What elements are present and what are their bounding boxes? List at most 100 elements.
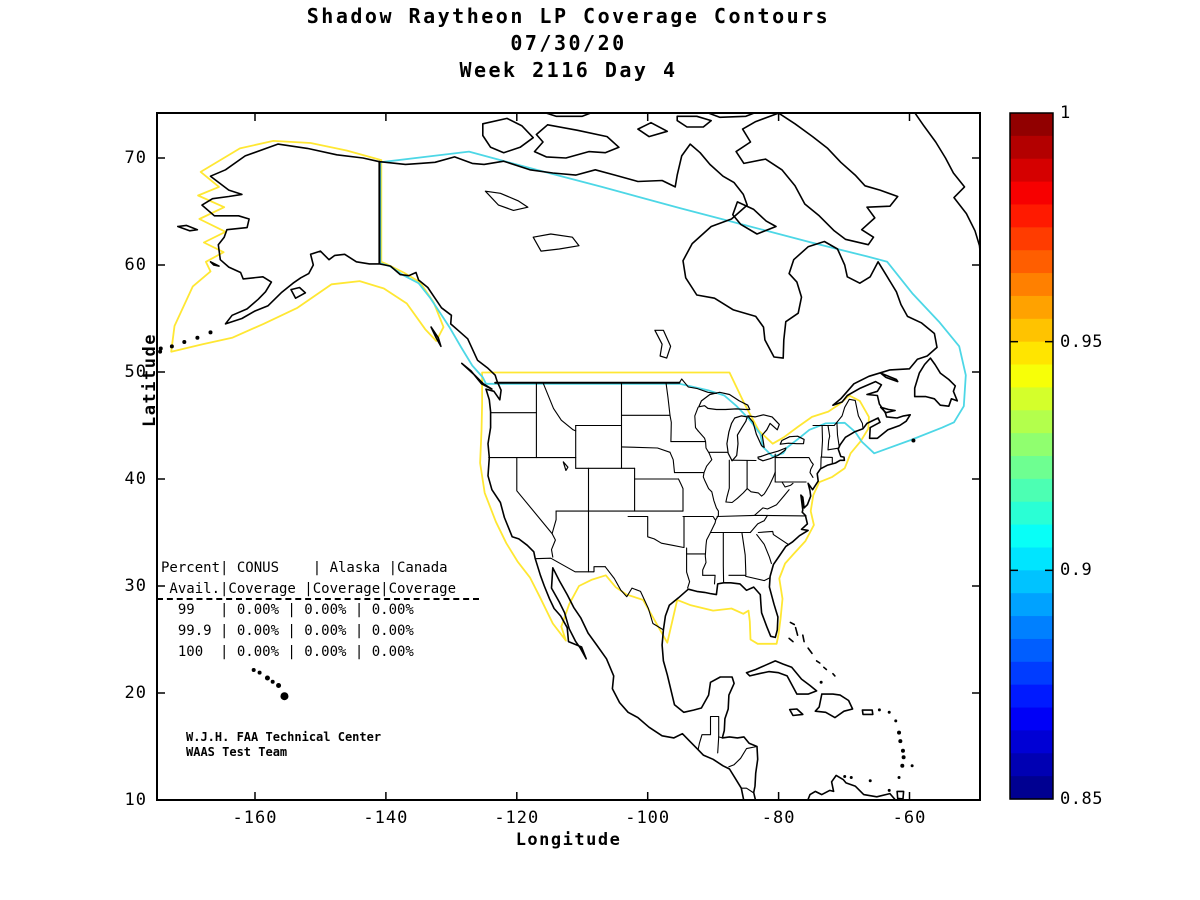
state-nh-me [836,421,840,447]
plot-week-day: Week 2116 Day 4 [459,58,678,82]
lake-ontario [779,435,805,445]
island-anticosti [879,372,899,383]
antilles-island-dot [898,739,903,744]
colorbar-band [1010,776,1053,800]
state-va-nc [753,514,807,517]
state-ma-ct-ri [820,456,833,465]
hawaii-maui-dot [276,683,282,689]
aleutian-island-dot [158,346,163,351]
bahamas-4 [801,634,805,643]
state-ga-sc [756,534,772,565]
colorbar-label-0.85: 0.85 [1060,789,1103,809]
antilles-island-dot [900,763,905,768]
state-tn-nc [749,514,769,534]
river-ohio [725,471,776,504]
colorbar-band [1010,227,1053,251]
curacao-dot [843,774,847,778]
border-honduras-nic [728,745,758,768]
colorbar-label-0.95: 0.95 [1060,331,1103,352]
bahamas-6 [815,660,821,664]
border-nic-cr [740,787,754,794]
colorbar-band [1010,204,1053,228]
colorbar-band [1010,570,1053,594]
south-america-coast [806,774,897,800]
island-pei [879,406,896,414]
antilles-island-dot [910,764,914,768]
y-tick-label-40: 40 [124,469,147,489]
x-tick-label--100: -100 [625,808,671,828]
lake-superior [698,391,751,411]
colorbar-band [1010,295,1053,320]
state-il-in [725,459,730,503]
colorbar-band [1010,456,1053,480]
y-tick-label-30: 30 [124,576,147,596]
state-mo-ar [682,515,716,521]
colorbar-band [1010,501,1053,526]
state-ky-tn [716,514,756,518]
state-mn-sd [669,414,672,443]
antilles-island-dot [887,710,891,714]
colorbar-band [1010,433,1053,457]
colorbar-band [1010,410,1053,434]
y-tick-label-70: 70 [124,148,147,168]
island-jamaica [788,708,804,717]
antilles-island-dot [897,730,902,735]
island-kodiak [290,286,307,300]
turks-dot [819,680,823,684]
island-haida-gwaii [430,326,442,348]
border-honduras-guat [717,736,720,754]
island-banks [481,117,535,154]
lake-great-bear [484,190,529,211]
island-trinidad [896,790,905,800]
lake-michigan [726,415,748,462]
state-az-nv [551,510,557,535]
colorbar-band [1010,547,1053,571]
hawaii-molokai-dot [264,675,270,681]
us-canada-border-lakes [678,378,717,394]
state-ia-ne [669,451,676,474]
credit-text: W.J.H. FAA Technical Center WAAS Test Te… [186,730,382,759]
hawaii-oahu-dot [257,670,262,675]
hawaii-lanai-dot [270,679,275,684]
plot-date: 07/30/20 [510,31,627,55]
lake-winnipeg [654,329,672,359]
colorbar-band [1010,364,1053,388]
hawaii-kauai-dot [251,667,256,672]
contour-conus [479,371,870,645]
island-baffin [735,113,899,246]
axis-ticks [157,113,980,801]
island-somerset [676,115,713,128]
state-mn-wi [694,406,699,432]
state-ms-la [702,574,716,585]
island-newfoundland [913,357,959,408]
colorbar-band [1010,250,1053,274]
lake-great-slave [532,233,580,252]
y-tick-label-60: 60 [124,255,147,275]
island-southampton [731,201,777,235]
antilles-island-dot [887,788,891,792]
x-tick-label--60: -60 [892,808,927,828]
coverage-table: Percent| CONUS | Alaska |Canada Avail.|C… [161,560,457,660]
state-ca-nv-az [516,457,556,558]
aleutian-island-dot [182,340,187,345]
mainland-coast-west [201,143,745,800]
plot-title: Shadow Raytheon LP Coverage Contours [306,4,831,28]
aleutian-island-dot [195,335,200,340]
colorbar-label-0.9: 0.9 [1060,560,1093,581]
x-tick-label--140: -140 [363,808,409,828]
colorbar-band [1010,593,1053,617]
y-tick-label-10: 10 [124,790,147,810]
antilles-island-dot [901,755,906,760]
colorbar-label-1: 1 [1060,103,1071,123]
state-ok-tx [627,515,685,549]
aleutian-island-dot [208,330,213,335]
x-tick-label--120: -120 [494,808,540,828]
colorbar [1009,112,1054,800]
state-id-mt [542,382,577,432]
mainland-coast-east [378,143,938,800]
antilles-island-dot [894,719,898,723]
lake-erie [757,447,787,462]
table-underline [157,598,479,600]
